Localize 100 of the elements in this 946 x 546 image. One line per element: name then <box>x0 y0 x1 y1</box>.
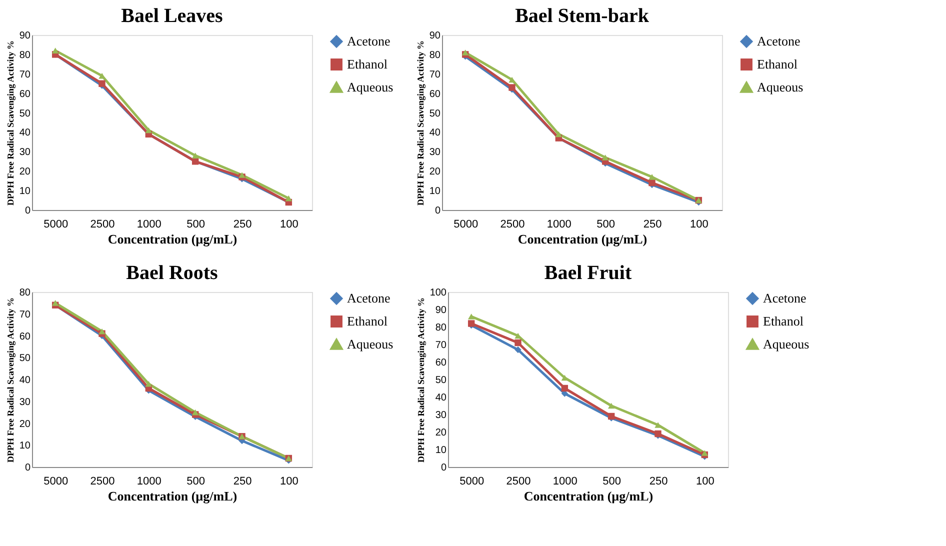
legend-label: Acetone <box>757 34 801 48</box>
y-tick-label: 80 <box>429 50 441 61</box>
point <box>555 131 562 138</box>
y-tick-label: 50 <box>429 108 441 120</box>
legend-label: Ethanol <box>347 56 388 72</box>
y-tick-label: 40 <box>19 128 31 139</box>
x-tick-label: 5000 <box>454 218 478 230</box>
x-tick-label: 100 <box>690 218 708 230</box>
point <box>462 50 469 56</box>
x-tick-label: 5000 <box>44 476 68 488</box>
y-tick-label: 0 <box>434 206 441 216</box>
x-tick-label: 500 <box>602 476 622 488</box>
x-tick-label: 2500 <box>90 218 115 230</box>
y-tick-label: 30 <box>435 410 447 421</box>
chart-title: Bael Leaves <box>121 5 224 27</box>
point <box>701 450 708 456</box>
x-tick-label: 1000 <box>546 218 572 230</box>
point <box>98 328 106 334</box>
x-tick-label: 100 <box>280 218 298 230</box>
point <box>561 374 568 381</box>
point <box>145 127 152 134</box>
y-tick-label: 30 <box>19 147 31 158</box>
point <box>285 195 292 202</box>
x-axis-title: Concentration (µg/mL) <box>108 488 238 504</box>
y-tick-label: 70 <box>429 69 441 80</box>
y-tick-label: 80 <box>19 50 31 61</box>
point <box>514 339 522 346</box>
y-tick-label: 0 <box>440 462 447 474</box>
point <box>98 72 106 79</box>
y-tick-label: 90 <box>435 305 447 316</box>
y-tick-label: 50 <box>19 353 31 364</box>
y-tick-label: 60 <box>19 331 31 342</box>
y-tick-label: 10 <box>19 440 31 452</box>
point <box>468 314 475 320</box>
y-tick-label: 30 <box>19 396 31 408</box>
legend-label: Acetone <box>347 34 391 48</box>
y-tick-label: 10 <box>435 445 447 456</box>
point <box>561 384 568 392</box>
y-tick-label: 100 <box>430 288 447 298</box>
point <box>192 409 199 416</box>
y-tick-label: 70 <box>19 309 31 320</box>
point <box>508 76 516 83</box>
y-axis-title: DPPH Free Radical Scavenging Activity % <box>5 40 16 206</box>
x-tick-label: 1000 <box>136 218 162 230</box>
y-tick-label: 0 <box>24 462 31 474</box>
x-tick-label: 5000 <box>44 218 68 230</box>
legend-label: Ethanol <box>347 314 388 328</box>
legend-label: Acetone <box>347 290 391 306</box>
legend-label: Ethanol <box>757 56 798 72</box>
y-axis-title: DPPH Free Radical Scavenging Activity % <box>415 40 426 206</box>
point <box>514 346 522 354</box>
y-tick-label: 90 <box>429 30 441 42</box>
y-tick-label: 20 <box>435 428 447 438</box>
y-tick-label: 80 <box>435 322 447 334</box>
x-axis-title: Concentration (µg/mL) <box>524 488 654 504</box>
y-tick-label: 50 <box>19 108 31 120</box>
legend-label: Aqueous <box>757 80 804 94</box>
x-tick-label: 2500 <box>506 476 531 488</box>
legend-label: Aqueous <box>347 336 394 352</box>
legend-label: Aqueous <box>763 336 810 352</box>
x-tick-label: 250 <box>233 218 252 230</box>
y-axis-title: DPPH Free Radical Scavenging Activity % <box>5 297 16 463</box>
point <box>145 380 152 387</box>
y-tick-label: 20 <box>19 166 31 178</box>
y-tick-label: 10 <box>19 186 31 198</box>
y-tick-label: 30 <box>429 147 441 158</box>
point <box>608 402 615 409</box>
y-tick-label: 0 <box>24 206 31 216</box>
point <box>52 48 59 54</box>
chart-title: Bael Fruit <box>544 262 632 284</box>
y-tick-label: 20 <box>429 166 441 178</box>
chart-title: Bael Stem-bark <box>515 5 650 27</box>
x-tick-label: 1000 <box>136 476 162 488</box>
y-tick-label: 60 <box>19 88 31 100</box>
x-tick-label: 250 <box>649 476 668 488</box>
y-tick-label: 10 <box>429 186 441 198</box>
point <box>648 174 656 180</box>
y-tick-label: 70 <box>19 69 31 80</box>
y-tick-label: 50 <box>435 375 447 386</box>
y-tick-label: 20 <box>19 418 31 430</box>
x-tick-label: 100 <box>696 476 714 488</box>
x-tick-label: 100 <box>280 476 298 488</box>
point <box>602 154 609 160</box>
y-tick-label: 40 <box>429 128 441 139</box>
legend-label: Acetone <box>763 290 807 306</box>
x-tick-label: 5000 <box>460 476 484 488</box>
x-tick-label: 500 <box>186 476 206 488</box>
x-tick-label: 1000 <box>552 476 578 488</box>
y-tick-label: 40 <box>19 375 31 386</box>
legend-label: Ethanol <box>763 314 804 328</box>
y-tick-label: 40 <box>435 392 447 404</box>
y-tick-label: 80 <box>19 288 31 298</box>
y-tick-label: 90 <box>19 30 31 42</box>
x-axis-title: Concentration (µg/mL) <box>108 232 238 246</box>
y-tick-label: 70 <box>435 340 447 351</box>
y-tick-label: 60 <box>429 88 441 100</box>
y-tick-label: 60 <box>435 358 447 368</box>
x-tick-label: 2500 <box>90 476 115 488</box>
x-tick-label: 500 <box>186 218 206 230</box>
x-tick-label: 250 <box>233 476 252 488</box>
